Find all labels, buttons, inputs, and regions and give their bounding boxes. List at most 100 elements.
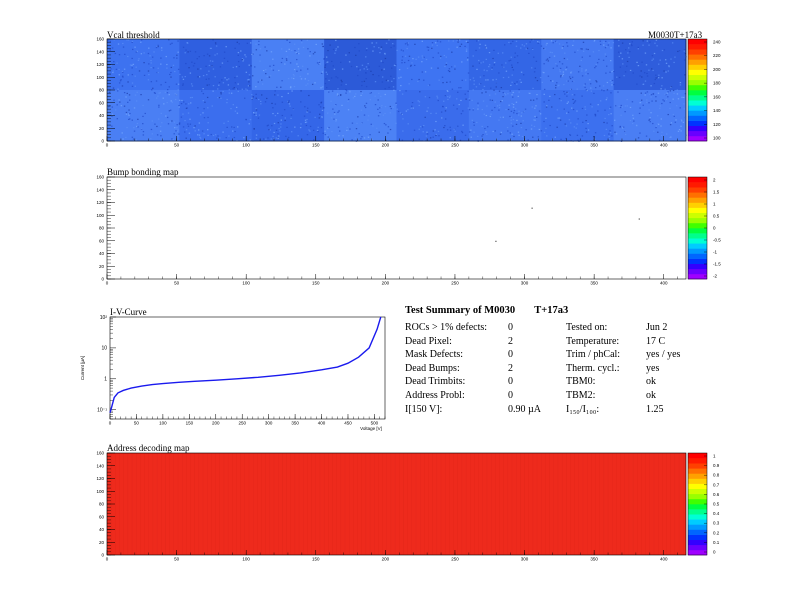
vcal-pixel xyxy=(597,104,599,106)
vcal-pixel xyxy=(254,66,256,68)
addr-palette-band xyxy=(688,483,707,489)
vcal-pixel xyxy=(451,51,453,53)
vcal-pixel xyxy=(259,60,261,62)
vcal-pixel xyxy=(577,49,579,51)
vcal-pixel xyxy=(565,137,567,140)
vcal-pixel xyxy=(346,126,348,129)
vcal-pixel xyxy=(405,110,408,112)
vcal-pixel xyxy=(511,133,513,135)
vcal-pixel xyxy=(175,130,177,132)
vcal-pixel xyxy=(534,119,536,121)
vcal-pixel xyxy=(274,90,276,92)
vcal-pixel xyxy=(546,58,549,60)
vcal-pixel xyxy=(322,132,324,134)
vcal-pixel xyxy=(266,125,269,127)
vcal-pixel xyxy=(528,52,530,54)
vcal-pixel xyxy=(317,126,319,128)
vcal-pixel xyxy=(189,123,192,125)
vcal-palette-band xyxy=(688,64,707,70)
vcal-pixel xyxy=(107,40,109,42)
vcal-pixel xyxy=(611,81,613,83)
addr-palette: 10.90.80.70.60.50.40.30.20.10 xyxy=(687,452,720,556)
vcal-pixel xyxy=(637,46,639,49)
summary-value2: Jun 2 xyxy=(646,322,668,333)
vcal-pixel xyxy=(114,109,117,111)
vcal-pixel xyxy=(260,79,262,81)
vcal-pixel xyxy=(361,64,364,66)
vcal-pixel xyxy=(149,55,151,57)
bump-palette-band xyxy=(688,253,707,259)
vcal-pixel xyxy=(533,119,535,121)
bump-ytick: 80 xyxy=(99,226,105,231)
vcal-pixel xyxy=(624,133,627,136)
vcal-pixel xyxy=(150,138,152,140)
vcal-pixel xyxy=(427,49,430,51)
vcal-pixel xyxy=(629,51,631,53)
vcal-pixel xyxy=(292,108,295,111)
vcal-pixel xyxy=(121,75,124,77)
vcal-roc-tile xyxy=(324,39,397,91)
vcal-pixel xyxy=(150,66,152,69)
vcal-pixel xyxy=(117,43,120,45)
vcal-pixel xyxy=(240,50,242,52)
bump-palette-band xyxy=(688,192,707,198)
bump-xtick: 0 xyxy=(106,281,109,286)
vcal-pixel xyxy=(370,70,372,72)
vcal-pixel xyxy=(207,107,209,109)
vcal-pixel xyxy=(180,116,183,118)
vcal-pixel xyxy=(572,102,575,104)
vcal-pixel xyxy=(303,115,306,117)
vcal-pixel xyxy=(377,99,379,101)
vcal-pixel xyxy=(485,47,488,49)
vcal-pixel xyxy=(457,41,459,43)
vcal-pixel xyxy=(669,101,671,104)
vcal-pixel xyxy=(166,101,168,104)
vcal-pixel xyxy=(555,40,557,42)
vcal-pixel xyxy=(255,109,258,111)
vcal-pixel xyxy=(619,126,621,128)
vcal-pixel xyxy=(585,131,588,133)
vcal-pixel xyxy=(212,90,214,92)
vcal-pixel xyxy=(181,76,184,78)
vcal-pixel xyxy=(661,131,663,133)
summary-heading: Test Summary of M0030 T+17a3 xyxy=(405,305,568,316)
vcal-pixel xyxy=(361,122,363,124)
vcal-pixel xyxy=(326,61,329,63)
vcal-pixel xyxy=(133,127,135,129)
vcal-pixel xyxy=(286,56,288,58)
vcal-pixel xyxy=(177,68,180,70)
vcal-pixel xyxy=(365,66,368,68)
vcal-pixel xyxy=(365,49,368,52)
vcal-pixel xyxy=(679,82,682,84)
vcal-pixel xyxy=(656,45,658,47)
vcal-pixel xyxy=(569,134,572,136)
vcal-pixel xyxy=(520,115,523,117)
vcal-pixel xyxy=(677,50,679,53)
vcal-pixel xyxy=(402,50,404,52)
vcal-pixel xyxy=(133,130,136,132)
vcal-pixel xyxy=(177,135,179,137)
vcal-pixel xyxy=(305,121,308,123)
vcal-pixel xyxy=(126,92,128,95)
vcal-pixel xyxy=(296,58,298,61)
vcal-pixel xyxy=(216,53,218,55)
vcal-pixel xyxy=(448,68,451,70)
iv-xtick: 400 xyxy=(318,421,326,426)
vcal-pixel xyxy=(624,105,627,107)
vcal-pixel xyxy=(177,83,180,85)
vcal-pixel xyxy=(571,107,573,109)
vcal-pixel xyxy=(134,75,136,77)
vcal-pixel xyxy=(661,102,663,105)
vcal-pixel xyxy=(131,119,133,121)
vcal-pixel xyxy=(191,85,194,87)
vcal-pixel xyxy=(444,118,447,120)
vcal-pixel xyxy=(265,72,267,75)
vcal-pixel xyxy=(358,43,360,45)
vcal-pixel xyxy=(211,105,213,107)
vcal-pixel xyxy=(234,110,237,112)
vcal-pixel xyxy=(681,96,683,98)
vcal-pixel xyxy=(182,46,185,48)
vcal-pixel xyxy=(562,73,565,75)
vcal-pixel xyxy=(421,55,423,57)
vcal-pixel xyxy=(576,88,578,90)
